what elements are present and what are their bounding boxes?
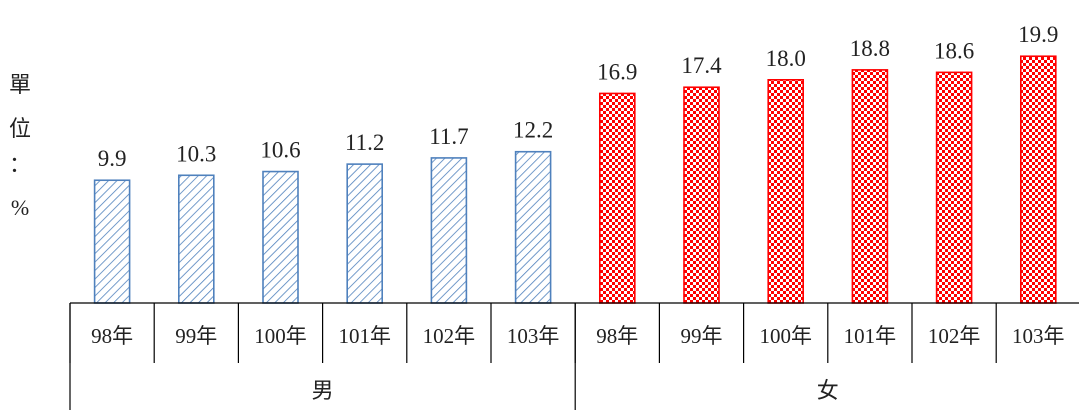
data-label: 10.6 xyxy=(260,138,300,163)
data-labels: 9.9 10.3 10.6 11.2 11.7 12.2 16.9 17.4 18.0 18.8 1… xyxy=(98,22,1059,171)
data-label: 10.3 xyxy=(176,141,216,166)
tick-label: 99年 xyxy=(175,324,217,348)
bar xyxy=(178,174,215,304)
tick-label: 98年 xyxy=(596,324,638,348)
data-label: 18.6 xyxy=(934,38,974,63)
data-label: 11.2 xyxy=(345,130,384,155)
data-label: 17.4 xyxy=(681,53,722,78)
tick-label: 101年 xyxy=(338,324,391,348)
tick-label: 102年 xyxy=(423,324,476,348)
bar xyxy=(683,86,720,304)
bar xyxy=(514,150,552,304)
tick-label: 99年 xyxy=(681,324,723,348)
bar xyxy=(430,157,468,304)
bar xyxy=(851,69,889,304)
bars xyxy=(93,55,1057,304)
tick-label: 102年 xyxy=(928,324,981,348)
bar xyxy=(346,163,384,304)
bar xyxy=(935,71,973,304)
unit-label-char: 單 xyxy=(9,72,31,97)
group-labels: 男女 xyxy=(312,378,839,403)
bar xyxy=(262,170,299,304)
unit-label: 單位 ：% xyxy=(9,72,31,220)
unit-label-char: ： xyxy=(9,152,31,177)
tick-label: 98年 xyxy=(91,324,133,348)
tick-label: 100年 xyxy=(759,324,812,348)
category-axis xyxy=(69,302,1079,410)
tick-label: 101年 xyxy=(844,324,897,348)
tick-label: 103年 xyxy=(1012,324,1065,348)
unit-label-char: % xyxy=(11,195,29,220)
data-label: 12.2 xyxy=(513,118,553,143)
unit-label-char: 位 xyxy=(9,116,31,141)
tick-label: 100年 xyxy=(254,324,307,348)
tick-labels: 98年 99年 100年 101年 102年 103年 98年 99年 100年 101年 102年… xyxy=(91,324,1064,348)
data-label: 18.8 xyxy=(850,36,890,61)
group-label: 女 xyxy=(817,378,839,403)
bar xyxy=(93,179,131,304)
tick-label: 103年 xyxy=(507,324,560,348)
group-label: 男 xyxy=(312,378,334,403)
data-label: 19.9 xyxy=(1018,22,1058,47)
data-label: 11.7 xyxy=(429,124,468,149)
bar xyxy=(1019,55,1057,304)
data-label: 16.9 xyxy=(597,59,637,84)
bar xyxy=(598,92,636,304)
data-label: 18.0 xyxy=(766,46,806,71)
bar xyxy=(767,79,805,304)
data-label: 9.9 xyxy=(98,146,127,171)
